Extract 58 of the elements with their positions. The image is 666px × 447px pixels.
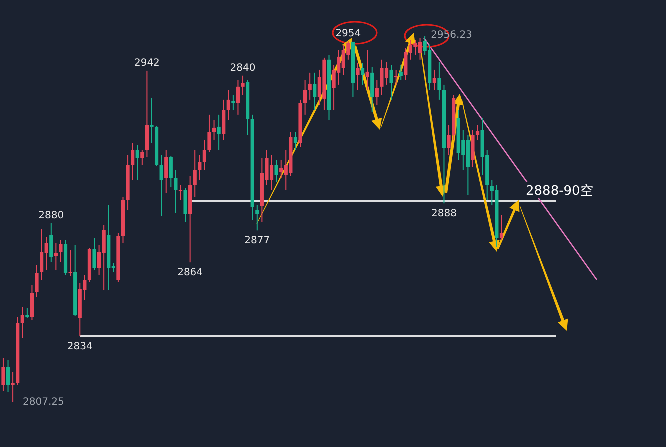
candlestick — [68, 250, 72, 277]
candlestick — [174, 170, 178, 214]
candlestick — [438, 62, 442, 100]
candlestick — [54, 242, 58, 271]
candlestick — [356, 62, 360, 91]
candlestick — [476, 124, 480, 140]
candlestick — [2, 358, 6, 392]
candlestick — [447, 124, 451, 156]
candlestick — [6, 360, 10, 393]
candlestick — [20, 306, 24, 339]
candlestick — [131, 142, 135, 181]
candlestick — [212, 120, 216, 140]
candlestick — [500, 214, 504, 241]
candlestick — [304, 80, 308, 116]
candlestick — [193, 150, 197, 198]
candlestick — [208, 114, 212, 153]
annotation: 2954 — [336, 28, 362, 40]
candlestick — [294, 132, 298, 151]
annotation: 2834 — [67, 341, 93, 352]
annotation: 2888 — [432, 208, 457, 220]
candlestick — [432, 69, 436, 91]
candlestick — [394, 69, 398, 86]
candlestick — [92, 238, 96, 271]
candlestick — [140, 150, 144, 166]
candlestick — [136, 144, 140, 181]
candlestick — [202, 139, 206, 171]
annotation: 2877 — [244, 236, 270, 247]
annotation: 2840 — [230, 62, 256, 74]
candlestick — [59, 240, 63, 263]
candlestick — [198, 154, 202, 181]
annotation: 2880 — [38, 210, 64, 222]
candlestick — [178, 184, 183, 201]
candlestick — [160, 154, 164, 217]
candlestick — [274, 160, 278, 182]
candlestick — [35, 264, 39, 298]
candlestick — [11, 372, 15, 402]
ref-line-label: 2888-90空 — [526, 184, 594, 200]
candlestick — [313, 72, 317, 111]
annotation: 2807.25 — [23, 397, 64, 408]
candlestick — [26, 308, 30, 319]
candlestick — [308, 72, 312, 100]
candlestick — [366, 50, 370, 91]
candlestick — [169, 156, 173, 188]
candlestick — [360, 62, 365, 86]
candlestick — [236, 80, 240, 116]
candlestick — [390, 64, 394, 100]
candlestick — [375, 80, 379, 106]
candlestick — [217, 114, 221, 151]
candlestick — [30, 284, 34, 321]
candlestick — [164, 150, 168, 194]
candlestick — [150, 97, 154, 144]
candlestick — [226, 90, 230, 121]
candlestick — [241, 75, 245, 96]
candlestick — [50, 222, 54, 263]
candlestick — [399, 64, 403, 81]
annotation: 2942 — [134, 58, 160, 69]
candlestick — [232, 94, 236, 111]
annotation: 2864 — [178, 268, 204, 279]
